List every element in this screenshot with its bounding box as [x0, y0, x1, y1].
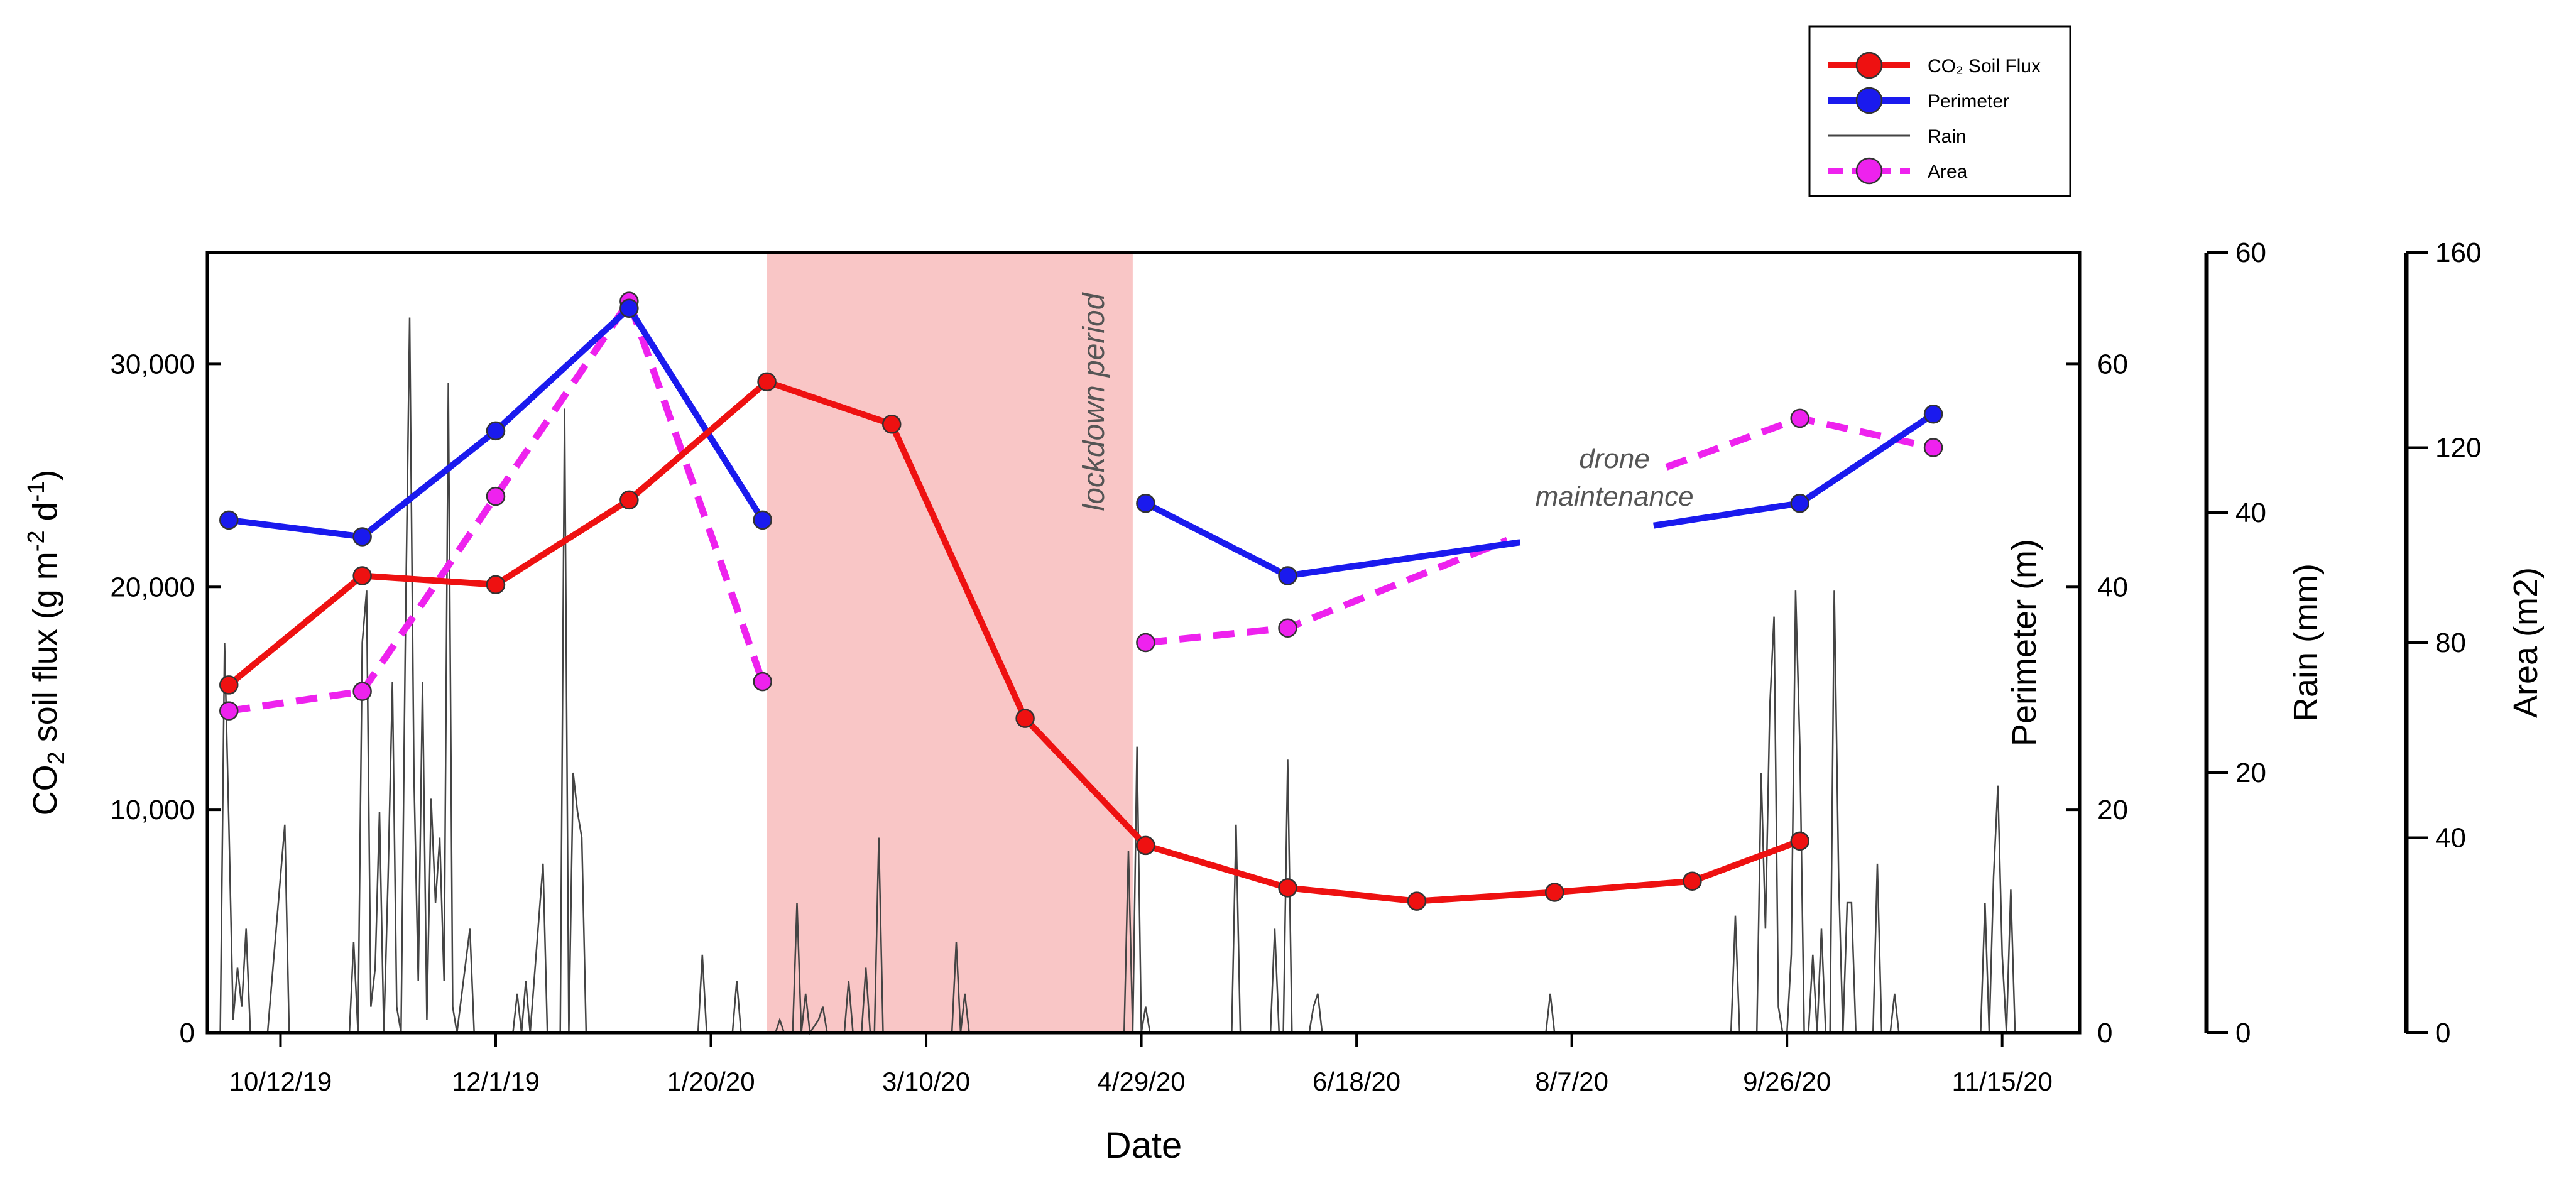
flux-point	[1683, 871, 1702, 891]
area-tick-label: 0	[2435, 1018, 2450, 1048]
shaded-region-layer	[767, 253, 1133, 1033]
x-tick-label: 4/29/20	[1098, 1067, 1186, 1096]
area-point	[753, 672, 772, 692]
x-tick-label: 10/12/19	[229, 1067, 332, 1096]
flux-series-layer	[219, 372, 1809, 911]
flux-axis-title-part: -2	[23, 530, 50, 552]
flux-point	[1015, 709, 1035, 728]
legend: CO₂ Soil Flux Perimeter Rain Area	[1808, 25, 2071, 197]
area-point	[352, 682, 372, 701]
flux-axis-title-part: soil flux (g m	[26, 552, 64, 751]
flux-point	[1790, 831, 1809, 851]
perimeter-tick-label: 20	[2097, 795, 2128, 825]
flux-point	[1407, 891, 1427, 911]
perimeter-point	[219, 510, 239, 530]
plot-frame	[205, 251, 2082, 1035]
perimeter-point	[352, 527, 372, 547]
area-series-layer	[219, 291, 1943, 721]
flux-point	[1278, 878, 1297, 898]
flux-point	[757, 372, 777, 392]
flux-axis-title-part: -1	[23, 481, 50, 503]
area-point	[219, 701, 239, 721]
flux-axis-title: CO2 soil flux (g m-2 d-1)	[23, 470, 70, 816]
flux-axis-title-part: 2	[43, 751, 70, 764]
x-tick-label: 6/18/20	[1313, 1067, 1400, 1096]
rain-series-line	[219, 317, 2016, 1035]
x-tick-label: 9/26/20	[1743, 1067, 1831, 1096]
area-series-line-segment-2	[1145, 536, 1509, 646]
perimeter-point	[1278, 566, 1297, 585]
flux-tick-label: 0	[180, 1018, 195, 1048]
flux-axis-title-part: CO	[26, 764, 64, 815]
flux-point	[352, 566, 372, 585]
perimeter-point	[753, 510, 772, 530]
legend-label: Rain	[1928, 126, 1967, 147]
perimeter-point	[619, 298, 639, 318]
drone-annotation-line1: drone	[1579, 443, 1650, 474]
area-series-line-segment-1	[228, 293, 766, 715]
lockdown-period-label: lockdown period	[1078, 292, 1111, 511]
perimeter-tick-label: 0	[2097, 1018, 2112, 1048]
perimeter-point	[1790, 493, 1809, 513]
x-axis-title: Date	[1105, 1125, 1182, 1166]
x-tick-label: 3/10/20	[882, 1067, 970, 1096]
area-tick-label: 160	[2435, 237, 2481, 268]
perimeter-series-layer	[219, 298, 1943, 585]
legend-label: CO₂ Soil Flux	[1928, 56, 2041, 77]
x-tick-label: 1/20/20	[667, 1067, 755, 1096]
perimeter-axis-title: Perimeter (m)	[2006, 539, 2043, 746]
rain-tick-label: 40	[2235, 498, 2266, 528]
area-tick-label: 120	[2435, 433, 2481, 464]
legend-label: Area	[1928, 161, 1968, 182]
x-tick-label: 12/1/19	[452, 1067, 540, 1096]
flux-point	[486, 575, 506, 594]
axes-layer: 0 10,000 20,000 30,000 CO2 soil flux (g m-2 …	[23, 237, 2545, 1166]
flux-point	[1544, 883, 1564, 902]
area-tick-label: 40	[2435, 823, 2466, 854]
area-point	[1278, 618, 1297, 638]
flux-point	[881, 414, 902, 434]
flux-point	[219, 675, 239, 695]
flux-point	[1136, 835, 1155, 856]
flux-tick-label: 20,000	[110, 572, 195, 602]
rain-tick-label: 60	[2235, 237, 2266, 268]
legend-marker	[1855, 52, 1883, 79]
rain-series-layer	[219, 317, 2016, 1035]
annotation-layer: lockdown period drone maintenance	[1078, 292, 1694, 512]
perimeter-point	[1923, 405, 1943, 424]
rain-tick-label: 20	[2235, 758, 2266, 788]
area-point	[1790, 408, 1809, 428]
x-tick-label: 8/7/20	[1535, 1067, 1608, 1096]
area-point	[486, 486, 506, 506]
rain-tick-label: 0	[2235, 1018, 2251, 1048]
perimeter-tick-label: 60	[2097, 349, 2128, 379]
flux-tick-label: 30,000	[110, 349, 195, 379]
drone-annotation-line2: maintenance	[1536, 481, 1694, 512]
x-tick-label: 11/15/20	[1952, 1067, 2053, 1096]
rain-axis-title: Rain (mm)	[2287, 563, 2325, 722]
lockdown-shaded-region	[767, 253, 1133, 1033]
flux-tick-label: 10,000	[110, 795, 195, 825]
flux-point	[619, 490, 639, 510]
perimeter-point	[1136, 493, 1155, 513]
legend-label: Perimeter	[1928, 91, 2009, 112]
area-point	[1923, 438, 1943, 457]
perimeter-tick-label: 40	[2097, 572, 2128, 602]
legend-marker	[1855, 157, 1883, 185]
area-tick-label: 80	[2435, 628, 2466, 658]
perimeter-series-line-segment-2	[1144, 500, 1521, 579]
legend-marker	[1855, 87, 1883, 114]
area-axis-title: Area (m2)	[2507, 567, 2545, 718]
area-point	[1136, 633, 1155, 653]
flux-axis-title-part: )	[26, 470, 64, 481]
flux-axis-title-part: d	[26, 502, 64, 530]
perimeter-point	[486, 421, 506, 441]
